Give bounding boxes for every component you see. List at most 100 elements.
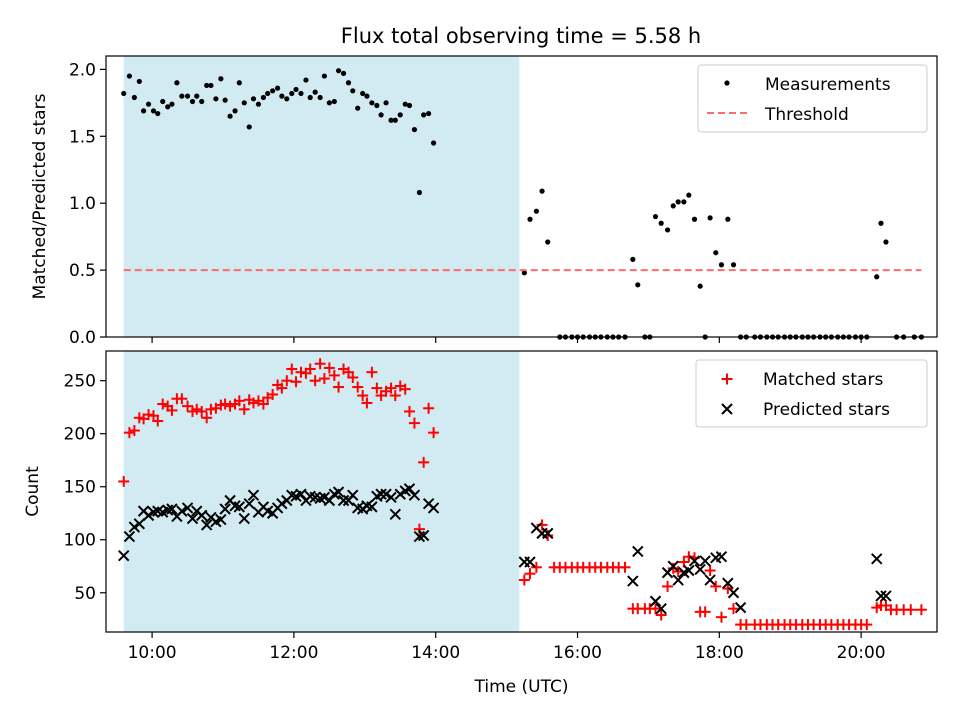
measurement-point-99 <box>718 262 725 268</box>
predicted-point-2-b <box>128 521 141 533</box>
predicted-point-0-b <box>118 549 130 562</box>
measurement-point-61 <box>411 126 418 133</box>
measurement-point-5 <box>145 101 152 107</box>
measurement-point-15 <box>194 93 200 99</box>
measurement-point-6 <box>150 108 157 114</box>
predicted-point-89-b <box>871 553 883 565</box>
measurement-point-47 <box>345 80 352 86</box>
count-y-axis-label: Count <box>23 466 43 517</box>
measurement-point-65 <box>430 140 437 146</box>
predicted-point-60-b <box>403 483 416 495</box>
measurement-point-100 <box>725 216 731 222</box>
measurement-point-2 <box>131 94 137 101</box>
measurement-point-16 <box>199 98 205 105</box>
measurement-point-26 <box>246 124 252 130</box>
measurement-point-69 <box>539 188 545 194</box>
predicted-point-23-b <box>229 500 241 512</box>
predicted-point-51-b <box>361 500 373 512</box>
measurement-point-83 <box>630 256 636 262</box>
measurement-point-56 <box>388 117 394 123</box>
measurement-point-57 <box>392 117 398 123</box>
predicted-point-25-b <box>238 512 250 525</box>
measurement-point-67 <box>527 216 533 222</box>
measurement-point-60 <box>406 102 413 109</box>
measurement-point-22 <box>227 113 233 119</box>
measurement-point-1 <box>126 73 132 79</box>
threshold-legend-label: Threshold <box>764 105 849 125</box>
predicted-point-91-b <box>880 590 892 602</box>
measurements-legend-marker <box>724 80 730 86</box>
measurement-point-37 <box>298 90 304 97</box>
measurement-point-43 <box>326 100 332 106</box>
measurement-point-8 <box>160 98 166 105</box>
predicted-point-58-b <box>394 488 406 500</box>
ratio-y-axis-label: Matched/Predicted stars <box>30 93 50 299</box>
measurement-point-95 <box>697 283 703 289</box>
count-plot-frame <box>105 350 938 633</box>
ratio-y-tick-label-4: 2.0 <box>69 60 96 80</box>
measurement-point-88 <box>658 220 664 226</box>
count-panel: 50 100 150 200 250 10:00 12:00 14:00 16:00 18:00… <box>23 350 938 697</box>
count-x-tick-label-0: 10:00 <box>128 643 177 663</box>
measurement-point-10 <box>169 101 175 107</box>
measurement-point-29 <box>260 94 267 101</box>
predicted-point-49-b <box>352 502 364 514</box>
ratio-y-tick-label-2: 1.0 <box>69 194 96 214</box>
measurement-point-55 <box>383 100 389 106</box>
predicted-point-48-b <box>347 489 359 501</box>
measurement-point-32 <box>274 85 281 91</box>
predicted-point-27-b <box>247 489 260 501</box>
measurement-point-30 <box>265 90 271 97</box>
measurement-point-64 <box>426 110 432 117</box>
measurement-point-27 <box>250 96 257 102</box>
count-y-tick-label-4: 250 <box>64 372 96 392</box>
measurement-point-40 <box>312 89 318 95</box>
measurement-point-84 <box>635 282 641 288</box>
measurement-point-87 <box>652 213 659 220</box>
count-legend-box <box>695 359 928 428</box>
measurement-point-54 <box>378 112 384 118</box>
measurement-point-31 <box>270 88 276 94</box>
measurement-point-25 <box>241 100 247 106</box>
measurement-point-4 <box>140 108 147 114</box>
predicted-point-74-b <box>655 602 667 615</box>
predicted-point-3-b <box>133 518 146 530</box>
figure-title: Flux total observing time = 5.58 h <box>341 24 701 48</box>
measurement-point-101 <box>730 262 737 268</box>
predicted-point-1-b <box>123 530 136 543</box>
predicted-point-85-b <box>715 551 728 563</box>
ratio-plot-frame <box>105 55 938 338</box>
measurement-point-28 <box>255 101 262 107</box>
time-x-axis-label: Time (UTC) <box>474 677 569 697</box>
ratio-x-ticks <box>151 337 862 343</box>
measurement-point-70 <box>545 239 551 245</box>
measurement-point-49 <box>355 105 361 111</box>
predicted-point-88-b <box>734 601 747 614</box>
measurement-point-13 <box>184 93 191 99</box>
matched-legend-marker <box>721 373 733 385</box>
measurement-point-125 <box>878 220 884 226</box>
predicted-point-73-b <box>649 595 662 607</box>
predicted-point-76-b <box>667 560 679 572</box>
count-x-tick-label-4: 18:00 <box>695 643 744 663</box>
predicted-point-16-b <box>196 509 208 522</box>
measurement-point-63 <box>421 112 427 118</box>
measurement-point-89 <box>664 227 671 233</box>
measurement-point-45 <box>335 68 342 74</box>
measurement-point-48 <box>350 88 356 94</box>
predicted-point-52-b <box>366 501 378 513</box>
predicted-point-79-b <box>683 564 695 577</box>
matched-legend-label: Matched stars <box>763 370 883 390</box>
predicted-point-57-b <box>389 508 401 521</box>
predicted-point-46-b <box>337 494 350 507</box>
measurement-point-18 <box>208 82 214 89</box>
count-x-ticks: 10:00 12:00 14:00 16:00 18:00 20:00 <box>128 632 886 663</box>
predicted-point-65-b <box>427 502 440 514</box>
predicted-point-7-b <box>152 505 164 517</box>
ratio-y-tick-label-0: 0.0 <box>69 328 96 348</box>
predicted-point-87-b <box>727 587 740 599</box>
predicted-point-63-b <box>417 529 430 542</box>
predicted-point-14-b <box>186 512 199 525</box>
measurement-point-58 <box>397 112 403 118</box>
measurement-point-91 <box>675 199 681 205</box>
